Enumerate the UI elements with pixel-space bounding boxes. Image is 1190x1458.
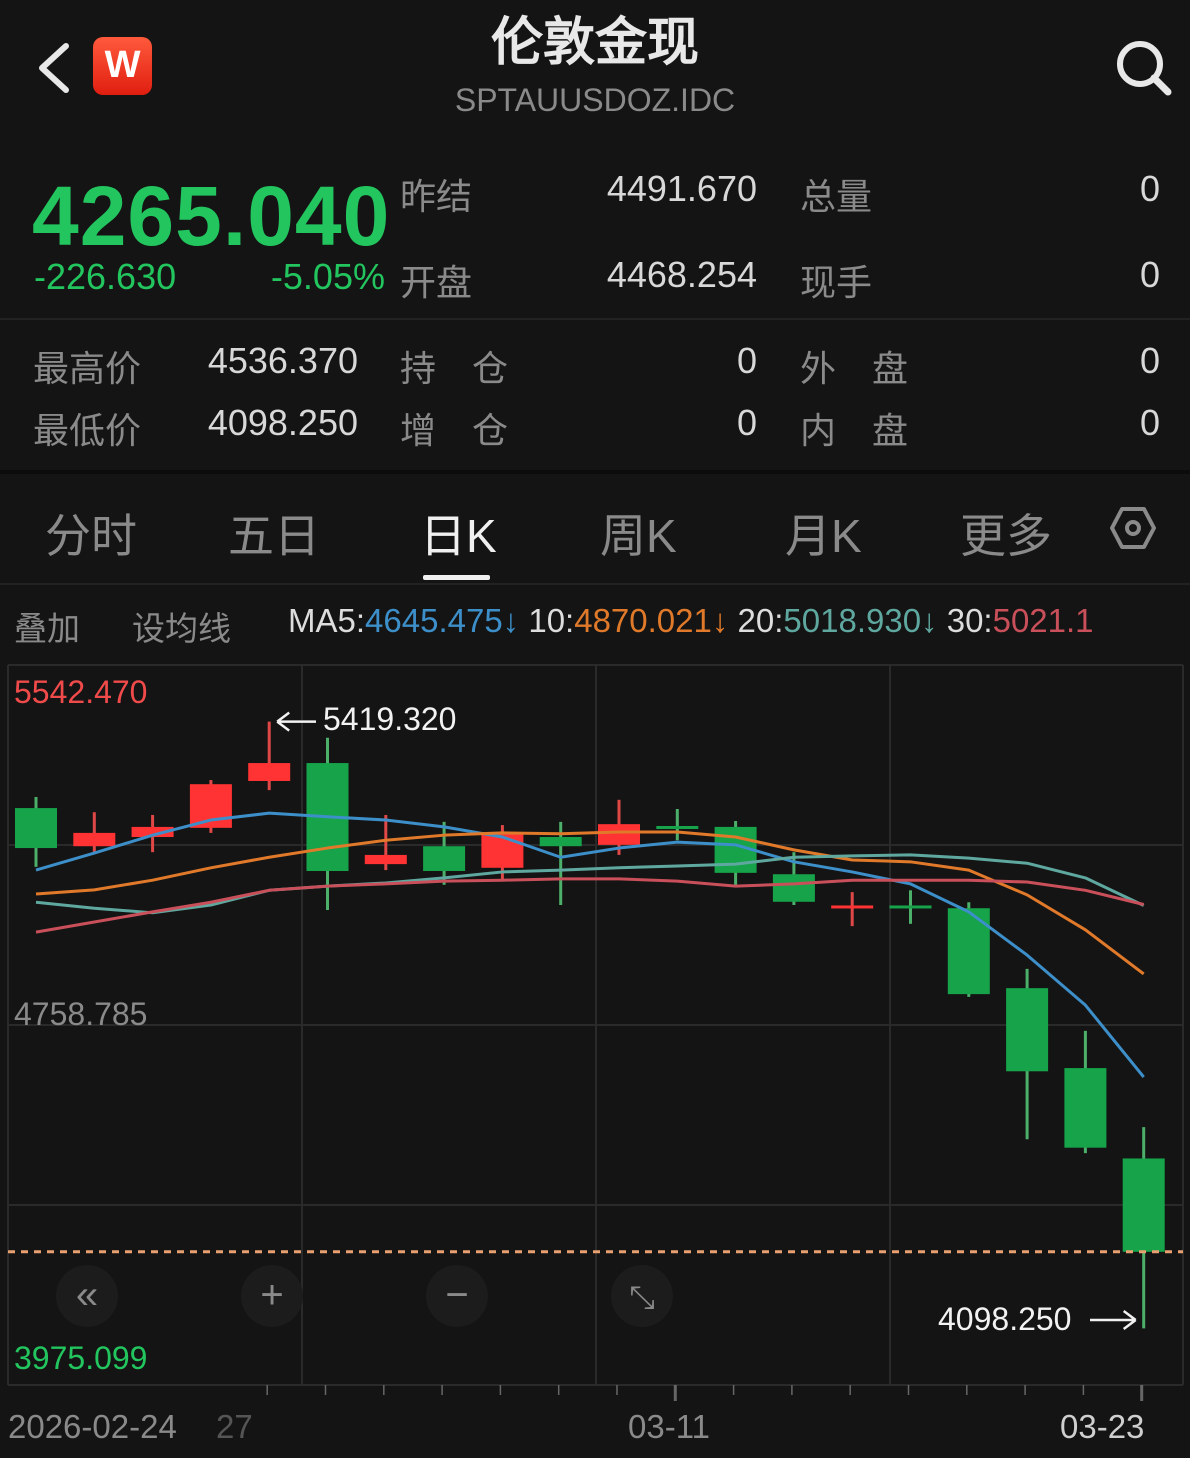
divider xyxy=(0,318,1190,320)
tab-weekly-k[interactable]: 周K xyxy=(600,510,677,562)
section-divider xyxy=(0,470,1190,474)
stat-value-low: 4098.250 xyxy=(207,402,358,443)
instrument-code: SPTAUUSDOZ.IDC xyxy=(454,82,736,118)
y-max-label: 5542.470 xyxy=(14,674,148,710)
stat-label-outer: 外 盘 xyxy=(800,348,909,389)
stat-value-high: 4536.370 xyxy=(207,340,358,381)
tab-monthly-k[interactable]: 月K xyxy=(785,510,862,562)
stat-value-oi-change: 0 xyxy=(736,402,757,443)
candle-body xyxy=(73,832,116,847)
tab-five-day[interactable]: 五日 xyxy=(228,510,320,562)
tab-daily-k[interactable]: 日K xyxy=(420,510,497,562)
stat-label-open-interest: 持 仓 xyxy=(400,348,509,389)
ma-legend: MA5:4645.475↓ 10:4870.021↓ 20:5018.930↓ … xyxy=(288,602,1190,640)
date-label-0311: 03-11 xyxy=(628,1408,710,1445)
ma30-value: 5021.1 xyxy=(992,602,1094,639)
ma20-label: 20: xyxy=(737,602,784,639)
price-change-percent: -5.05% xyxy=(270,256,385,297)
ma20-value: 5018.930 xyxy=(783,602,922,639)
candle-body xyxy=(1006,988,1049,1072)
fullscreen-button[interactable]: ⤡ xyxy=(611,1265,673,1327)
stat-value-open: 4468.254 xyxy=(606,254,757,295)
app-logo: W xyxy=(93,37,152,95)
candle-body xyxy=(481,832,524,868)
candle-body xyxy=(15,808,57,849)
rewind-button[interactable]: « xyxy=(56,1265,118,1327)
low-annotation: 4098.250 xyxy=(938,1301,1072,1337)
search-icon xyxy=(1117,41,1172,96)
ma-line-ma5 xyxy=(35,811,1145,1078)
candle-body xyxy=(831,905,874,909)
stat-value-volume: 0 xyxy=(1139,168,1160,209)
overlay-button[interactable]: 叠加 xyxy=(14,610,80,647)
ma5-label: MA5: xyxy=(288,602,366,639)
ma5-value: 4645.475 xyxy=(365,602,503,639)
candle-body xyxy=(364,854,407,865)
candle-body xyxy=(889,905,932,909)
stat-label-high: 最高价 xyxy=(33,348,142,389)
ma30-label: 30: xyxy=(946,602,993,639)
settings-icon xyxy=(1110,507,1156,549)
plus-icon: + xyxy=(260,1273,284,1317)
stat-value-inner: 0 xyxy=(1139,402,1160,443)
stat-label-oi-change: 增 仓 xyxy=(400,410,509,451)
price-change: -226.630 xyxy=(34,256,177,297)
double-chevron-left-icon: « xyxy=(75,1273,99,1317)
stat-value-prev-settle: 4491.670 xyxy=(606,168,757,209)
stat-label-inner: 内 盘 xyxy=(800,410,909,451)
expand-icon: ⤡ xyxy=(629,1279,655,1315)
candle-body xyxy=(1122,1158,1165,1252)
set-ma-button[interactable]: 设均线 xyxy=(132,610,231,647)
y-mid-label: 4758.785 xyxy=(14,996,148,1032)
candle-body xyxy=(598,824,640,845)
ma20-arrow-down-icon: ↓ xyxy=(921,602,938,639)
stat-value-current-hand: 0 xyxy=(1139,254,1160,295)
candle-body xyxy=(423,846,466,872)
chart-settings-button[interactable] xyxy=(1110,505,1156,556)
high-annotation: 5419.320 xyxy=(323,701,457,737)
ma10-arrow-down-icon: ↓ xyxy=(711,602,729,639)
chevron-left-icon xyxy=(39,43,69,93)
back-button[interactable] xyxy=(36,40,76,96)
zoom-in-button[interactable]: + xyxy=(241,1265,303,1327)
zoom-out-button[interactable]: − xyxy=(426,1265,488,1327)
candle-body xyxy=(248,763,291,781)
ma10-value: 4870.021 xyxy=(574,602,712,639)
tab-intraday[interactable]: 分时 xyxy=(45,510,137,562)
candle-body xyxy=(1064,1068,1107,1148)
ma-line-30 xyxy=(35,877,1145,934)
tab-more[interactable]: 更多 xyxy=(960,510,1052,562)
candle-body xyxy=(656,825,699,829)
arrow-left-icon xyxy=(276,711,316,732)
stat-label-volume: 总量 xyxy=(800,176,873,217)
active-tab-indicator xyxy=(423,575,490,580)
candle-body xyxy=(539,837,582,847)
ma-line-20 xyxy=(35,853,1145,915)
last-price: 4265.040 xyxy=(32,169,391,263)
arrow-right-icon xyxy=(1090,1310,1137,1330)
ma-line-10 xyxy=(35,830,1145,976)
minus-icon: − xyxy=(445,1273,469,1317)
ma5-arrow-down-icon: ↓ xyxy=(502,602,520,639)
candle-body xyxy=(131,826,174,838)
y-min-label: 3975.099 xyxy=(14,1340,148,1376)
date-label-start: 2026-02-24 xyxy=(8,1408,177,1445)
divider xyxy=(0,583,1190,585)
date-label-27: 27 xyxy=(216,1408,253,1445)
stat-value-open-interest: 0 xyxy=(736,340,757,381)
stat-label-current-hand: 现手 xyxy=(800,262,873,303)
candle-body xyxy=(772,874,815,902)
stat-label-open: 开盘 xyxy=(400,262,473,303)
stat-label-prev-settle: 昨结 xyxy=(400,176,473,217)
ma10-label: 10: xyxy=(528,602,575,639)
stat-value-outer: 0 xyxy=(1139,340,1160,381)
search-button[interactable] xyxy=(1112,36,1174,98)
date-label-0323: 03-23 xyxy=(1060,1408,1145,1445)
stat-label-low: 最低价 xyxy=(33,410,142,451)
page-title: 伦敦金现 xyxy=(490,14,699,72)
